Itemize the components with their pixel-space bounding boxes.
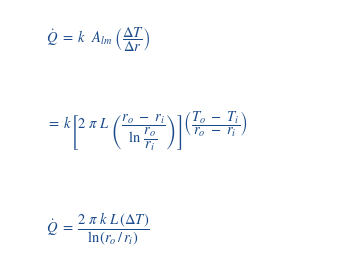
Text: $\dot{Q}\ =\ k\ \ A_{lm}\ \left(\dfrac{\Delta T}{\Delta r}\right)$: $\dot{Q}\ =\ k\ \ A_{lm}\ \left(\dfrac{\… <box>46 25 151 54</box>
Text: $\dot{Q}\ =\ \dfrac{2\ \pi\ k\ L\,(\Delta T)}{\ln(r_o\,/\,r_i)}$: $\dot{Q}\ =\ \dfrac{2\ \pi\ k\ L\,(\Delt… <box>46 210 150 247</box>
Text: $=\ k\left[2\ \pi\ L\ \left(\dfrac{r_o\ -\ r_i}{\ln\,\dfrac{r_o}{r_i}}\right)\ri: $=\ k\left[2\ \pi\ L\ \left(\dfrac{r_o\ … <box>46 110 248 153</box>
